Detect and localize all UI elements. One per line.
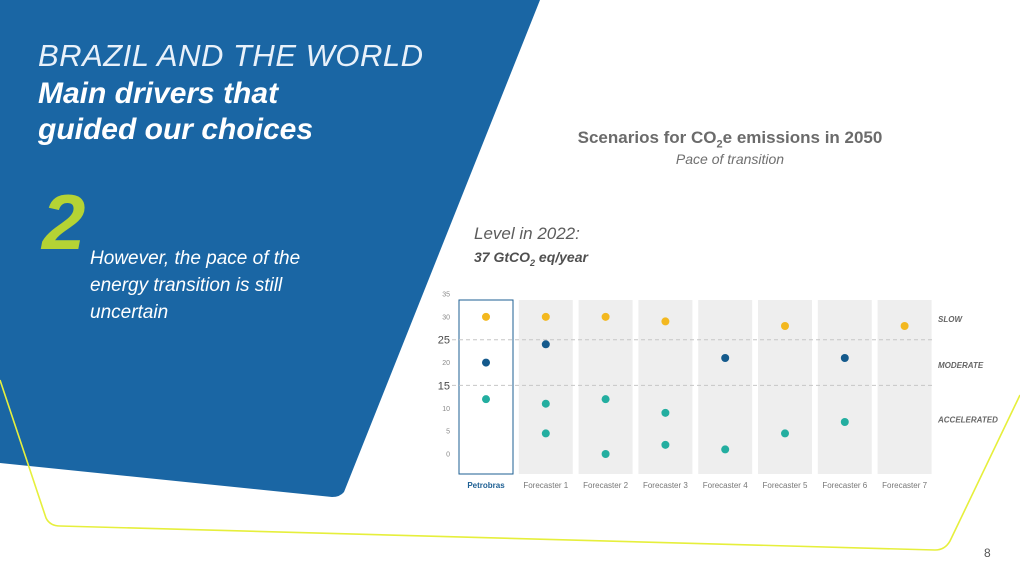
data-point xyxy=(721,354,730,362)
data-point xyxy=(661,440,670,449)
slide-subtitle: However, the pace of the energy transiti… xyxy=(90,248,301,323)
data-point xyxy=(840,418,849,426)
chart-title-prefix: Scenarios for CO xyxy=(577,128,717,147)
accent-line xyxy=(0,379,1020,551)
y-tick-label: 30 xyxy=(442,314,450,321)
column-petrobras xyxy=(458,299,514,475)
y-tick-label: 25 xyxy=(438,335,450,347)
chart-title-subscript: 2 xyxy=(716,138,723,151)
x-tick-label: Forecaster 5 xyxy=(763,481,808,490)
level-value-subscript: 2 xyxy=(530,257,536,268)
data-point xyxy=(781,429,789,438)
column-forecaster-4 xyxy=(698,300,753,474)
data-point xyxy=(661,317,670,326)
data-point xyxy=(900,322,909,330)
data-point xyxy=(721,445,730,454)
y-tick-label: 20 xyxy=(442,360,450,367)
chart-subtitle: Pace of transition xyxy=(675,151,785,167)
x-tick-label: Petrobras xyxy=(467,481,505,490)
data-point xyxy=(601,450,610,458)
section-number: 2 xyxy=(42,178,86,266)
slide-title: BRAZIL AND THE WORLD xyxy=(38,38,424,73)
x-tick-label: Forecaster 2 xyxy=(583,481,628,490)
level-value-suffix: eq/year xyxy=(535,249,588,265)
y-tick-label: 10 xyxy=(442,406,450,413)
level-label: Level in 2022: xyxy=(474,224,580,243)
zone-label-accelerated: ACCELERATED xyxy=(937,416,998,425)
data-point xyxy=(482,312,490,321)
data-point xyxy=(541,429,550,438)
data-point xyxy=(482,358,490,367)
slide-heading: Main drivers that guided our choices xyxy=(38,77,314,146)
y-tick-label: 15 xyxy=(438,380,450,392)
chart-title-suffix: e emissions in 2050 xyxy=(722,128,883,147)
data-point xyxy=(541,312,550,321)
column-forecaster-1 xyxy=(518,300,573,474)
data-point xyxy=(661,408,670,417)
y-tick-label: 0 xyxy=(446,452,450,459)
data-point xyxy=(482,395,490,404)
x-tick-label: Forecaster 1 xyxy=(523,481,568,490)
y-tick-label: 5 xyxy=(446,429,450,436)
column-forecaster-2 xyxy=(578,300,633,474)
y-tick-label: 35 xyxy=(442,292,450,299)
column-forecaster-6 xyxy=(817,300,872,474)
x-tick-label: Forecaster 4 xyxy=(703,481,748,490)
data-point xyxy=(840,354,849,362)
data-point xyxy=(541,340,550,349)
x-tick-label: Forecaster 6 xyxy=(822,481,867,490)
data-point xyxy=(601,395,610,404)
x-tick-label: Forecaster 7 xyxy=(882,481,927,490)
blue-panel xyxy=(0,0,540,497)
level-value: 37 GtCO2 eq/year xyxy=(474,249,588,268)
chart-title: Scenarios for CO2e emissions in 2050 xyxy=(530,128,930,150)
data-point xyxy=(781,322,789,330)
x-tick-label: Forecaster 3 xyxy=(643,481,688,490)
data-point xyxy=(541,399,550,408)
page-number: 8 xyxy=(984,546,991,560)
zone-label-moderate: MODERATE xyxy=(938,361,984,370)
data-point xyxy=(601,312,610,321)
zone-label-slow: SLOW xyxy=(938,315,963,324)
level-value-prefix: 37 GtCO xyxy=(474,249,531,265)
